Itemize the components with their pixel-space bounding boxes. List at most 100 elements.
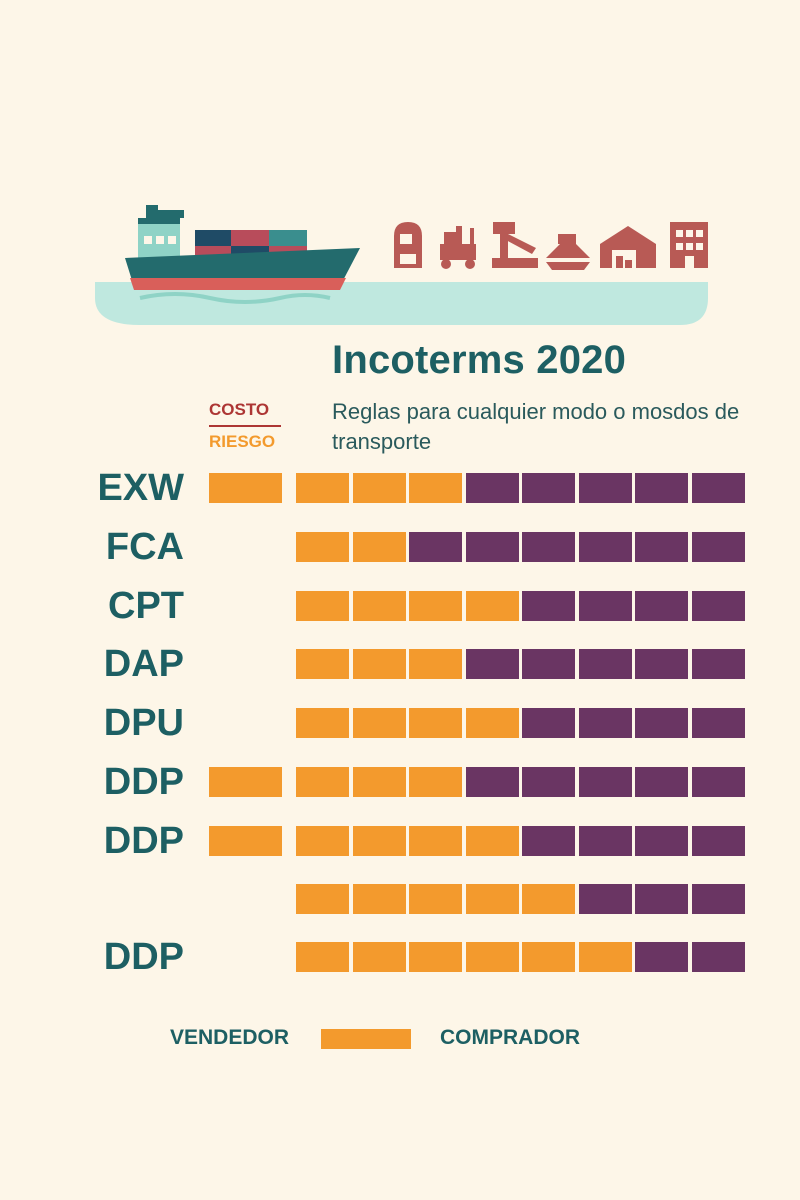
buyer-cell (691, 649, 745, 679)
incoterm-row: DPU (0, 702, 800, 744)
buyer-cell (522, 826, 575, 856)
buyer-cell (578, 532, 632, 562)
seller-cell (409, 942, 462, 972)
buyer-cell (578, 473, 632, 503)
incoterm-row: DDP (0, 936, 800, 978)
buyer-cell (465, 473, 519, 503)
buyer-cell (635, 708, 688, 738)
buyer-cell (522, 473, 575, 503)
buyer-cell (635, 884, 688, 914)
seller-cell (296, 532, 349, 562)
incoterm-code: CPT (108, 585, 184, 627)
buyer-cell (691, 473, 745, 503)
wave (139, 292, 331, 304)
incoterm-row: FCA (0, 526, 800, 568)
buyer-cell (635, 767, 688, 797)
legend-buyer-label: COMPRADOR (440, 1026, 580, 1049)
incoterm-row: EXW (0, 467, 800, 509)
seller-cell (409, 767, 462, 797)
buyer-cell (578, 591, 632, 621)
seller-cell (352, 532, 406, 562)
buyer-cell (465, 767, 519, 797)
incoterm-code: DPU (103, 702, 184, 744)
seller-cell (352, 942, 406, 972)
legend-risk-label: RIESGO (209, 432, 276, 451)
seller-cell (465, 884, 519, 914)
legend-cost-label: COSTO (209, 400, 270, 419)
buyer-cell (635, 591, 688, 621)
page-title: Incoterms 2020 (332, 338, 627, 382)
buyer-cell (522, 767, 575, 797)
buyer-cell (522, 532, 575, 562)
incoterm-row: DAP (0, 643, 800, 685)
buyer-cell (522, 649, 575, 679)
incoterm-row: DDP (0, 820, 800, 862)
seller-cell (522, 942, 575, 972)
forklift-icon (440, 226, 476, 269)
seller-cell (409, 649, 462, 679)
buyer-cell (578, 826, 632, 856)
buyer-cell (465, 532, 519, 562)
incoterm-code: DDP (103, 936, 184, 978)
ship-icon (125, 205, 360, 290)
cost-risk-seller-block (209, 826, 282, 856)
seller-cell (296, 591, 349, 621)
legend-seller-swatch (321, 1029, 411, 1049)
seller-cell (522, 884, 575, 914)
legend-bottom: VENDEDOR COMPRADOR (0, 1024, 800, 1054)
incoterm-row (0, 884, 800, 914)
seller-cell (352, 708, 406, 738)
seller-cell (409, 708, 462, 738)
incoterm-row: CPT (0, 585, 800, 627)
seller-cell (296, 767, 349, 797)
seller-cell (352, 826, 406, 856)
buyer-cell (691, 826, 745, 856)
buyer-cell (522, 591, 575, 621)
seller-cell (296, 884, 349, 914)
buyer-cell (635, 942, 688, 972)
buyer-cell (691, 884, 745, 914)
crane-icon (492, 222, 538, 268)
warehouse-icon (600, 226, 656, 268)
buyer-cell (578, 708, 632, 738)
seller-cell (465, 942, 519, 972)
seller-cell (409, 826, 462, 856)
seller-cell (296, 942, 349, 972)
building-icon (670, 222, 708, 268)
seller-cell (409, 884, 462, 914)
legend-divider (209, 425, 281, 427)
seller-cell (409, 473, 462, 503)
incoterm-code: FCA (105, 526, 184, 568)
buyer-cell (635, 649, 688, 679)
incoterm-code: DDP (103, 761, 184, 803)
buyer-cell (635, 826, 688, 856)
incoterm-code: EXW (97, 467, 184, 509)
buyer-cell (691, 942, 745, 972)
buyer-cell (578, 884, 632, 914)
seller-cell (578, 942, 632, 972)
cost-risk-seller-block (209, 767, 282, 797)
hero-illustration (95, 205, 708, 325)
buyer-cell (465, 649, 519, 679)
buyer-cell (691, 532, 745, 562)
seller-cell (465, 708, 519, 738)
water-band (95, 282, 708, 325)
seller-cell (352, 591, 406, 621)
cost-risk-seller-block (209, 473, 282, 503)
loading-ship-icon (546, 234, 590, 270)
buyer-cell (409, 532, 462, 562)
seller-cell (296, 708, 349, 738)
seller-cell (296, 649, 349, 679)
seller-cell (296, 826, 349, 856)
buyer-cell (522, 708, 575, 738)
buyer-cell (635, 473, 688, 503)
buyer-cell (691, 591, 745, 621)
buyer-cell (635, 532, 688, 562)
incoterm-row: DDP (0, 761, 800, 803)
incoterm-code: DAP (103, 643, 184, 685)
page-subtitle: Reglas para cualquier modo o mosdos de t… (332, 399, 740, 454)
seller-cell (352, 473, 406, 503)
buyer-cell (691, 708, 745, 738)
seller-cell (465, 591, 519, 621)
buyer-cell (691, 767, 745, 797)
